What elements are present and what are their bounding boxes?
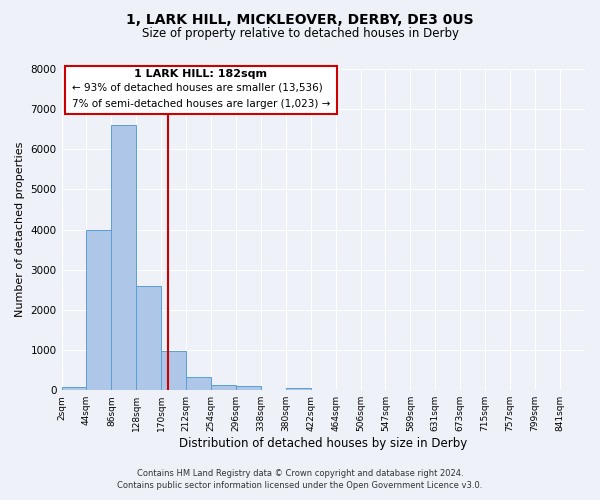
X-axis label: Distribution of detached houses by size in Derby: Distribution of detached houses by size … [179,437,467,450]
Bar [187,377,211,390]
Bar [236,386,261,390]
Bar [136,286,161,390]
Bar [211,385,236,390]
Text: Contains HM Land Registry data © Crown copyright and database right 2024.
Contai: Contains HM Land Registry data © Crown c… [118,469,482,490]
Bar [112,125,136,390]
Text: 1, LARK HILL, MICKLEOVER, DERBY, DE3 0US: 1, LARK HILL, MICKLEOVER, DERBY, DE3 0US [126,12,474,26]
Bar [161,352,187,390]
Text: Size of property relative to detached houses in Derby: Size of property relative to detached ho… [142,28,458,40]
FancyBboxPatch shape [65,66,337,114]
Bar [86,230,112,390]
Text: ← 93% of detached houses are smaller (13,536): ← 93% of detached houses are smaller (13… [72,83,323,93]
Y-axis label: Number of detached properties: Number of detached properties [15,142,25,318]
Bar [286,388,311,390]
Bar [62,387,86,390]
Text: 1 LARK HILL: 182sqm: 1 LARK HILL: 182sqm [134,69,268,79]
Text: 7% of semi-detached houses are larger (1,023) →: 7% of semi-detached houses are larger (1… [72,99,331,109]
